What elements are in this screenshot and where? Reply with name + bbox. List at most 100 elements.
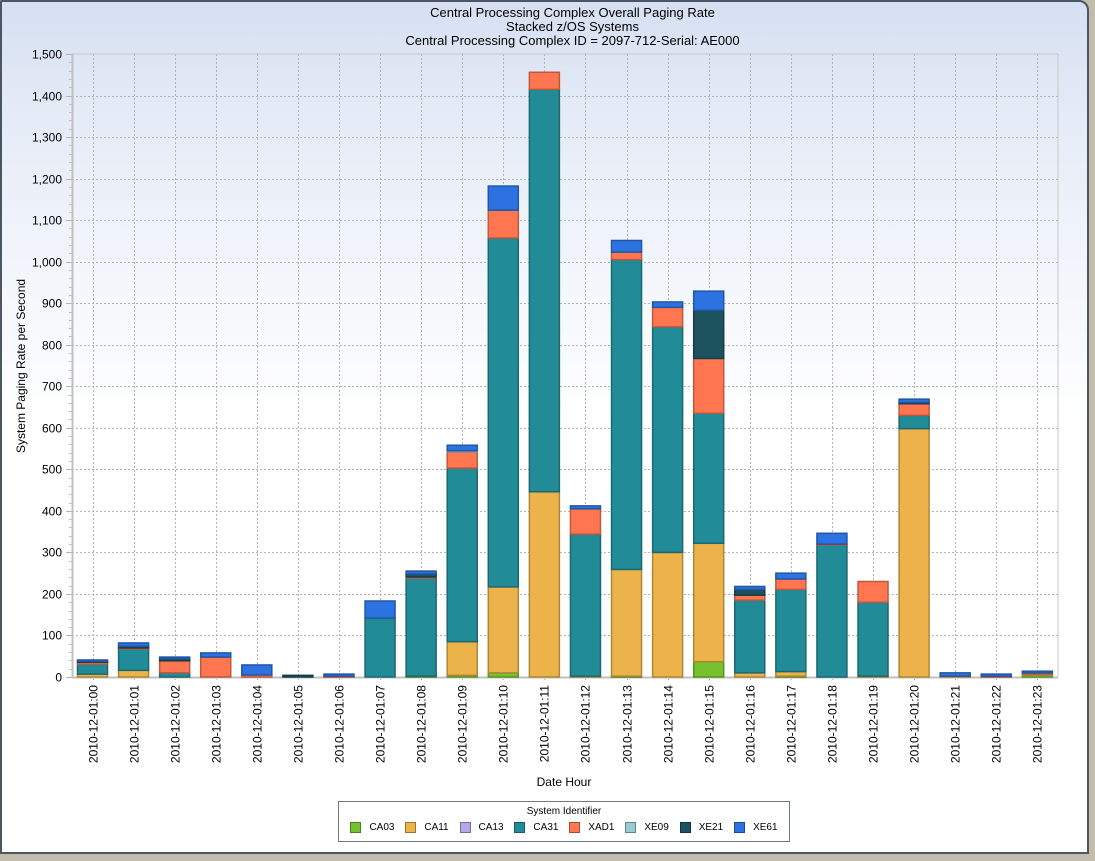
bar-segment-xad1 bbox=[651, 306, 684, 328]
y-tick-label: 1,100 bbox=[32, 214, 62, 228]
legend-swatch bbox=[405, 822, 417, 833]
bar-segment-xe61 bbox=[898, 398, 930, 404]
y-tick-label: 400 bbox=[42, 505, 62, 519]
x-tick-label: 2010-12-01:17 bbox=[785, 685, 799, 763]
y-tick-label: 1,000 bbox=[32, 256, 62, 270]
bar-segment-xe61 bbox=[76, 659, 109, 662]
x-tick-label: 2010-12-01:04 bbox=[251, 685, 265, 763]
bar-segment-ca31 bbox=[76, 663, 109, 675]
chart-titles: Central Processing Complex Overall Pagin… bbox=[0, 6, 1095, 48]
x-tick-label: 2010-12-01:16 bbox=[744, 685, 758, 763]
x-tick-label: 2010-12-01:21 bbox=[949, 685, 963, 763]
legend: System Identifier CA03 CA11 CA13 CA31 XAD1 XE… bbox=[338, 801, 790, 842]
legend-item-xe21: XE21 bbox=[679, 822, 723, 833]
x-tick-label: 2010-12-01:23 bbox=[1031, 685, 1045, 763]
bar-segment-ca31 bbox=[405, 577, 437, 677]
bar-segment-ca11 bbox=[117, 669, 150, 678]
bar-stack bbox=[816, 532, 848, 678]
bar-stack bbox=[158, 656, 191, 678]
x-tick-labels: 2010-12-01:00 2010-12-01:01 2010-12-01:02 2… bbox=[87, 685, 1045, 763]
legend-item-xe09: XE09 bbox=[625, 822, 669, 833]
x-tick-label: 2010-12-01:22 bbox=[990, 685, 1004, 763]
bar-stack bbox=[199, 652, 232, 678]
y-tick-label: 300 bbox=[42, 546, 62, 560]
bar-stack bbox=[282, 674, 314, 678]
legend-item-ca31: CA31 bbox=[514, 822, 558, 833]
bar-segment-ca11 bbox=[446, 640, 478, 677]
legend-label: XE61 bbox=[753, 822, 778, 833]
legend-items: CA03 CA11 CA13 CA31 XAD1 XE09 XE21 XE61 bbox=[339, 819, 789, 833]
x-tick-label: 2010-12-01:11 bbox=[538, 685, 552, 763]
x-axis-title: Date Hour bbox=[537, 775, 592, 789]
x-tick-label: 2010-12-01:09 bbox=[456, 685, 470, 763]
bar-stack bbox=[939, 672, 971, 678]
x-tick-label: 2010-12-01:12 bbox=[579, 685, 593, 763]
legend-title: System Identifier bbox=[526, 806, 602, 817]
legend-swatch bbox=[569, 822, 581, 833]
chart-subtitle-2: Central Processing Complex ID = 2097-712… bbox=[405, 33, 740, 48]
bar-segment-xe61 bbox=[405, 570, 437, 575]
bar-segment-ca03 bbox=[692, 660, 725, 678]
bar-segment-ca11 bbox=[487, 586, 520, 674]
x-tick-label: 2010-12-01:18 bbox=[826, 685, 840, 763]
bar-segment-ca31 bbox=[651, 326, 684, 554]
x-tick-label: 2010-12-01:05 bbox=[292, 685, 306, 763]
bar-segment-xe61 bbox=[651, 301, 684, 309]
bar-segment-ca31 bbox=[692, 412, 725, 545]
bar-stack bbox=[405, 570, 437, 678]
legend-item-xad1: XAD1 bbox=[569, 822, 614, 833]
bar-segment-ca31 bbox=[446, 467, 478, 643]
x-tick-label: 2010-12-01:03 bbox=[210, 685, 224, 763]
legend-label: XAD1 bbox=[588, 822, 615, 833]
x-tick-label: 2010-12-01:08 bbox=[415, 685, 429, 763]
bar-segment-ca11 bbox=[528, 491, 561, 678]
legend-swatch bbox=[350, 822, 362, 833]
bar-segment-xe61 bbox=[117, 642, 150, 648]
y-tick-label: 200 bbox=[42, 588, 62, 602]
bar-segment-ca11 bbox=[898, 427, 930, 678]
bar-segment-xe61 bbox=[980, 673, 1013, 677]
grid-lines bbox=[72, 54, 1058, 677]
bar-segment-xe61 bbox=[158, 656, 191, 660]
bar-segment-ca31 bbox=[734, 599, 766, 674]
y-tick-label: 1,200 bbox=[32, 173, 62, 187]
bar-stack bbox=[651, 301, 684, 678]
y-tick-label: 700 bbox=[42, 380, 62, 394]
bar-segment-xe61 bbox=[364, 600, 396, 619]
bar-segment-xe21 bbox=[734, 588, 766, 596]
bar-stack bbox=[76, 659, 109, 678]
y-tick-label: 0 bbox=[55, 671, 62, 685]
legend-swatch bbox=[679, 822, 691, 833]
bar-stack bbox=[734, 585, 766, 678]
bar-segment-xe61 bbox=[1021, 670, 1054, 674]
bar-segment-xe61 bbox=[323, 673, 355, 677]
bar-segment-xad1 bbox=[528, 71, 561, 91]
bar-segment-xad1 bbox=[446, 451, 478, 469]
x-tick-label: 2010-12-01:10 bbox=[497, 685, 511, 763]
bar-segment-ca31 bbox=[857, 601, 889, 677]
bar-segment-xad1 bbox=[158, 660, 191, 674]
bar-segment-ca31 bbox=[364, 617, 396, 678]
bar-segment-xe61 bbox=[939, 672, 971, 677]
bar-segment-ca31 bbox=[569, 533, 602, 677]
bar-segment-ca31 bbox=[610, 258, 643, 571]
y-tick-label: 1,500 bbox=[32, 48, 62, 62]
bar-stack bbox=[323, 673, 355, 678]
bar-stack bbox=[857, 580, 889, 678]
bar-segment-xad1 bbox=[199, 656, 232, 678]
y-tick-labels: 0 100 200 300 400 500 600 700 800 900 1,000 1,100 1,… bbox=[32, 48, 62, 685]
bar-segment-xe61 bbox=[734, 585, 766, 591]
bar-stack bbox=[898, 398, 930, 678]
bar-segment-xe61 bbox=[610, 239, 643, 253]
bar-segment-xe21 bbox=[282, 674, 314, 678]
bar-stack bbox=[241, 664, 273, 678]
bar-segment-xe61 bbox=[816, 532, 848, 545]
y-tick-label: 600 bbox=[42, 422, 62, 436]
x-tick-label: 2010-12-01:00 bbox=[87, 685, 101, 763]
legend-label: CA13 bbox=[478, 822, 504, 833]
legend-label: CA31 bbox=[533, 822, 559, 833]
bar-segment-ca11 bbox=[692, 542, 725, 663]
bar-segment-xad1 bbox=[487, 209, 520, 239]
bar-stack bbox=[446, 444, 478, 678]
